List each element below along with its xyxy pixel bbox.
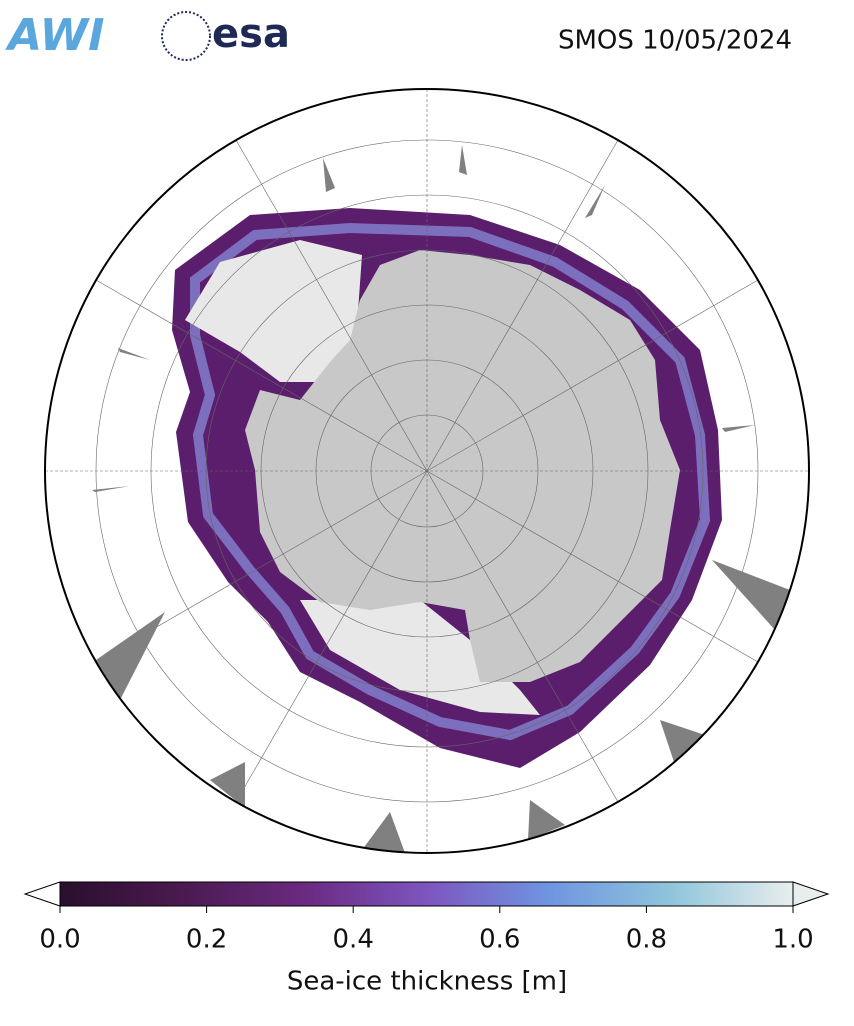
colorbar-tick-label: 0.0	[39, 925, 80, 955]
esa-logo-mark	[161, 11, 211, 61]
colorbar-label: Sea-ice thickness [m]	[287, 967, 567, 997]
colorbar-extend-low	[23, 881, 61, 907]
colorbar-extend-high	[792, 881, 830, 907]
colorbar-tick-label: 1.0	[772, 925, 813, 955]
antarctica	[245, 250, 680, 682]
map	[45, 89, 809, 853]
awi-logo: AWI	[5, 10, 105, 61]
weddell-ice	[185, 240, 362, 382]
colorbar-tick-label: 0.2	[186, 925, 227, 955]
esa-logo: esa	[212, 11, 290, 57]
colorbar-tick-label: 0.4	[333, 925, 374, 955]
colorbar: 0.0 0.2 0.4 0.6 0.8 1.0	[23, 881, 830, 955]
colorbar-gradient	[59, 881, 794, 907]
land-patches	[92, 145, 790, 853]
ross-ice	[300, 600, 540, 715]
colorbar-tick-label: 0.8	[626, 925, 667, 955]
colorbar-tick-label: 0.6	[479, 925, 520, 955]
map-title: SMOS 10/05/2024	[558, 26, 792, 56]
graticule	[45, 89, 809, 853]
sea-ice-thick	[190, 222, 711, 741]
map-frame	[44, 88, 810, 854]
